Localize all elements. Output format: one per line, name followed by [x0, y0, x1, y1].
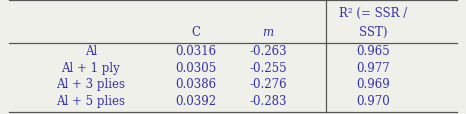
Text: 0.0316: 0.0316: [175, 44, 216, 57]
Text: Al + 1 ply: Al + 1 ply: [62, 61, 120, 74]
Text: Al: Al: [85, 44, 97, 57]
Text: C: C: [191, 25, 200, 38]
Text: 0.969: 0.969: [356, 77, 390, 90]
Text: -0.263: -0.263: [249, 44, 287, 57]
Text: 0.970: 0.970: [356, 94, 390, 107]
Text: 0.0392: 0.0392: [175, 94, 216, 107]
Text: m: m: [262, 25, 274, 38]
Text: Al + 5 plies: Al + 5 plies: [56, 94, 125, 107]
Text: -0.255: -0.255: [249, 61, 287, 74]
Text: 0.977: 0.977: [356, 61, 390, 74]
Text: 0.965: 0.965: [356, 44, 390, 57]
Text: R² (= SSR /: R² (= SSR /: [339, 7, 407, 20]
Text: 0.0305: 0.0305: [175, 61, 216, 74]
Text: -0.276: -0.276: [249, 77, 287, 90]
Text: 0.0386: 0.0386: [175, 77, 216, 90]
Text: SST): SST): [358, 25, 387, 38]
Text: -0.283: -0.283: [249, 94, 287, 107]
Text: Al + 3 plies: Al + 3 plies: [56, 77, 125, 90]
